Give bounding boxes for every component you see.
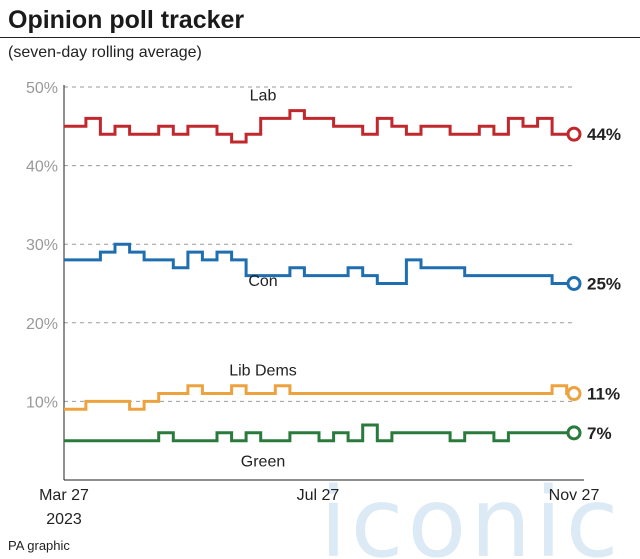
- x-tick-label: Nov 27: [549, 487, 600, 504]
- source-credit: PA graphic: [8, 538, 70, 553]
- series-line-green: [64, 423, 574, 443]
- series-label-green: Green: [241, 454, 285, 471]
- series-line-lib-dems: [64, 384, 574, 411]
- series-label-con: Con: [248, 273, 277, 290]
- series-line-lab: [64, 109, 574, 144]
- end-marker-green: [566, 425, 582, 441]
- end-value-label-con: 25%: [587, 275, 621, 294]
- x-tick-sublabel: 2023: [46, 511, 82, 528]
- chart-subtitle: (seven-day rolling average): [8, 44, 202, 61]
- end-value-label-green: 7%: [587, 424, 612, 443]
- end-marker-con: [566, 276, 582, 291]
- end-value-label-lib-dems: 11%: [587, 385, 620, 404]
- series-line-con: [64, 242, 574, 285]
- series-label-lib-dems: Lib Dems: [229, 363, 297, 380]
- title-divider: [0, 37, 640, 38]
- end-value-label-lab: 44%: [587, 125, 621, 144]
- chart-title: Opinion poll tracker: [8, 6, 245, 34]
- end-marker-lib-dems: [566, 386, 582, 402]
- end-marker-lab: [566, 126, 582, 142]
- y-tick-label: 20%: [26, 316, 58, 333]
- series-label-lab: Lab: [250, 87, 277, 104]
- x-tick-label: Jul 27: [297, 487, 340, 504]
- x-tick-label: Mar 27: [39, 487, 89, 504]
- y-tick-label: 50%: [26, 80, 58, 97]
- y-tick-label: 30%: [26, 237, 58, 254]
- watermark-logo: iconic: [320, 467, 622, 559]
- y-tick-label: 40%: [26, 159, 58, 176]
- y-tick-label: 10%: [26, 394, 58, 411]
